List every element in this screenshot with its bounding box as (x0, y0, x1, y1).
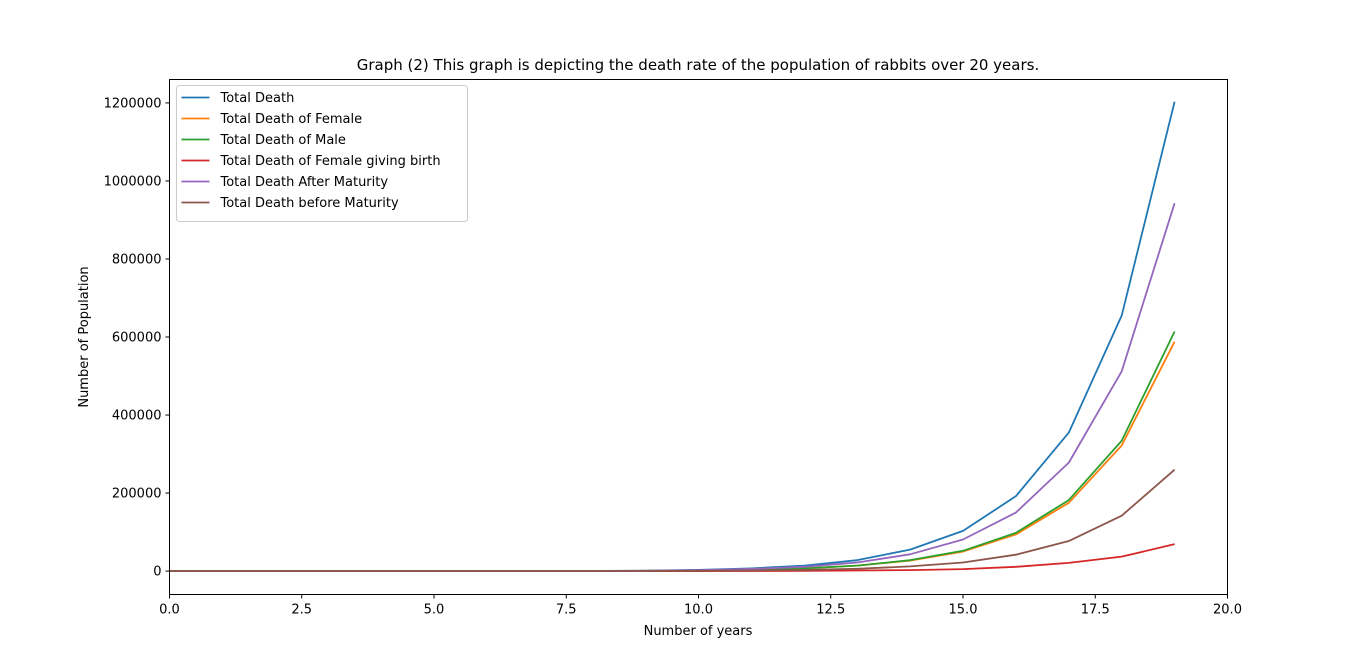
y-tick-label: 0 (153, 565, 161, 580)
series-line-6 (169, 468, 1176, 572)
x-tick-label: 20.0 (1213, 603, 1242, 618)
series-lines (169, 101, 1176, 572)
x-tick-label: 10.0 (684, 603, 713, 618)
legend: Total Death Total Death of Female Total De… (176, 85, 468, 222)
legend-label: Total Death (220, 91, 295, 106)
x-tick-label: 12.5 (816, 603, 845, 618)
legend-label: Total Death of Female (220, 112, 363, 127)
x-axis-ticks: 0.0 2.5 5.0 7.5 10.0 12.5 15.0 17.5 20.0 (159, 594, 1242, 618)
y-tick-label: 600000 (112, 331, 162, 346)
y-tick-label: 400000 (112, 409, 162, 424)
y-tick-label: 1000000 (104, 174, 162, 189)
x-tick-label: 5.0 (424, 603, 445, 618)
x-tick-label: 2.5 (291, 603, 312, 618)
x-tick-label: 7.5 (556, 603, 577, 618)
y-axis-title: Number of Population (77, 266, 92, 407)
x-tick-label: 17.5 (1081, 603, 1110, 618)
y-tick-label: 1200000 (104, 96, 162, 111)
y-axis-ticks: 0 200000 400000 600000 800000 1000000 1200000 (104, 96, 170, 580)
series-line-5 (169, 202, 1176, 572)
x-tick-label: 0.0 (159, 603, 180, 618)
legend-label: Total Death After Maturity (220, 175, 389, 190)
legend-label: Total Death before Maturity (220, 196, 399, 211)
chart-title: Graph (2) This graph is depicting the de… (357, 56, 1039, 74)
x-tick-label: 15.0 (949, 603, 978, 618)
series-line-4 (169, 543, 1175, 572)
y-tick-label: 200000 (112, 487, 162, 502)
plot-frame (169, 79, 1228, 595)
legend-box (176, 85, 468, 222)
x-axis-title: Number of years (644, 624, 753, 639)
y-tick-label: 800000 (112, 252, 162, 267)
legend-label: Total Death of Male (220, 133, 346, 148)
series-line-2 (169, 341, 1176, 572)
legend-label: Total Death of Female giving birth (220, 154, 441, 169)
series-line-3 (169, 331, 1176, 572)
